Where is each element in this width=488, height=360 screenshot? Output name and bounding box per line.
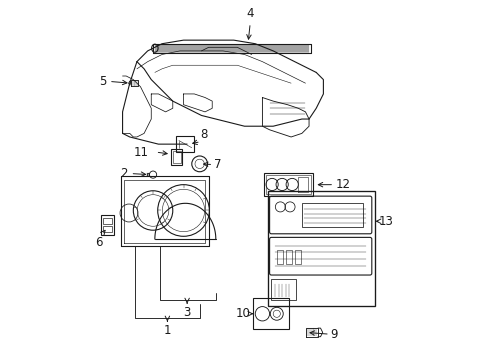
Text: 3: 3: [183, 306, 190, 319]
Bar: [301, 203, 362, 226]
Bar: [276, 250, 283, 264]
Text: 13: 13: [378, 215, 393, 228]
Text: 4: 4: [246, 8, 253, 21]
Text: 7: 7: [214, 158, 221, 171]
Text: 10: 10: [236, 307, 250, 320]
Bar: [103, 226, 112, 232]
Bar: [294, 250, 301, 264]
Bar: [172, 150, 180, 163]
Text: 11: 11: [134, 145, 148, 158]
Bar: [265, 175, 310, 194]
Text: 9: 9: [330, 328, 337, 341]
Bar: [103, 218, 112, 224]
Text: 5: 5: [99, 75, 106, 88]
Bar: [271, 279, 296, 300]
Bar: [285, 250, 292, 264]
Text: 2: 2: [120, 167, 128, 180]
Text: 1: 1: [163, 324, 171, 337]
Bar: [267, 191, 375, 306]
Bar: [253, 298, 289, 329]
Text: 6: 6: [95, 235, 103, 249]
Text: 12: 12: [335, 178, 349, 191]
Text: 8: 8: [201, 128, 208, 141]
